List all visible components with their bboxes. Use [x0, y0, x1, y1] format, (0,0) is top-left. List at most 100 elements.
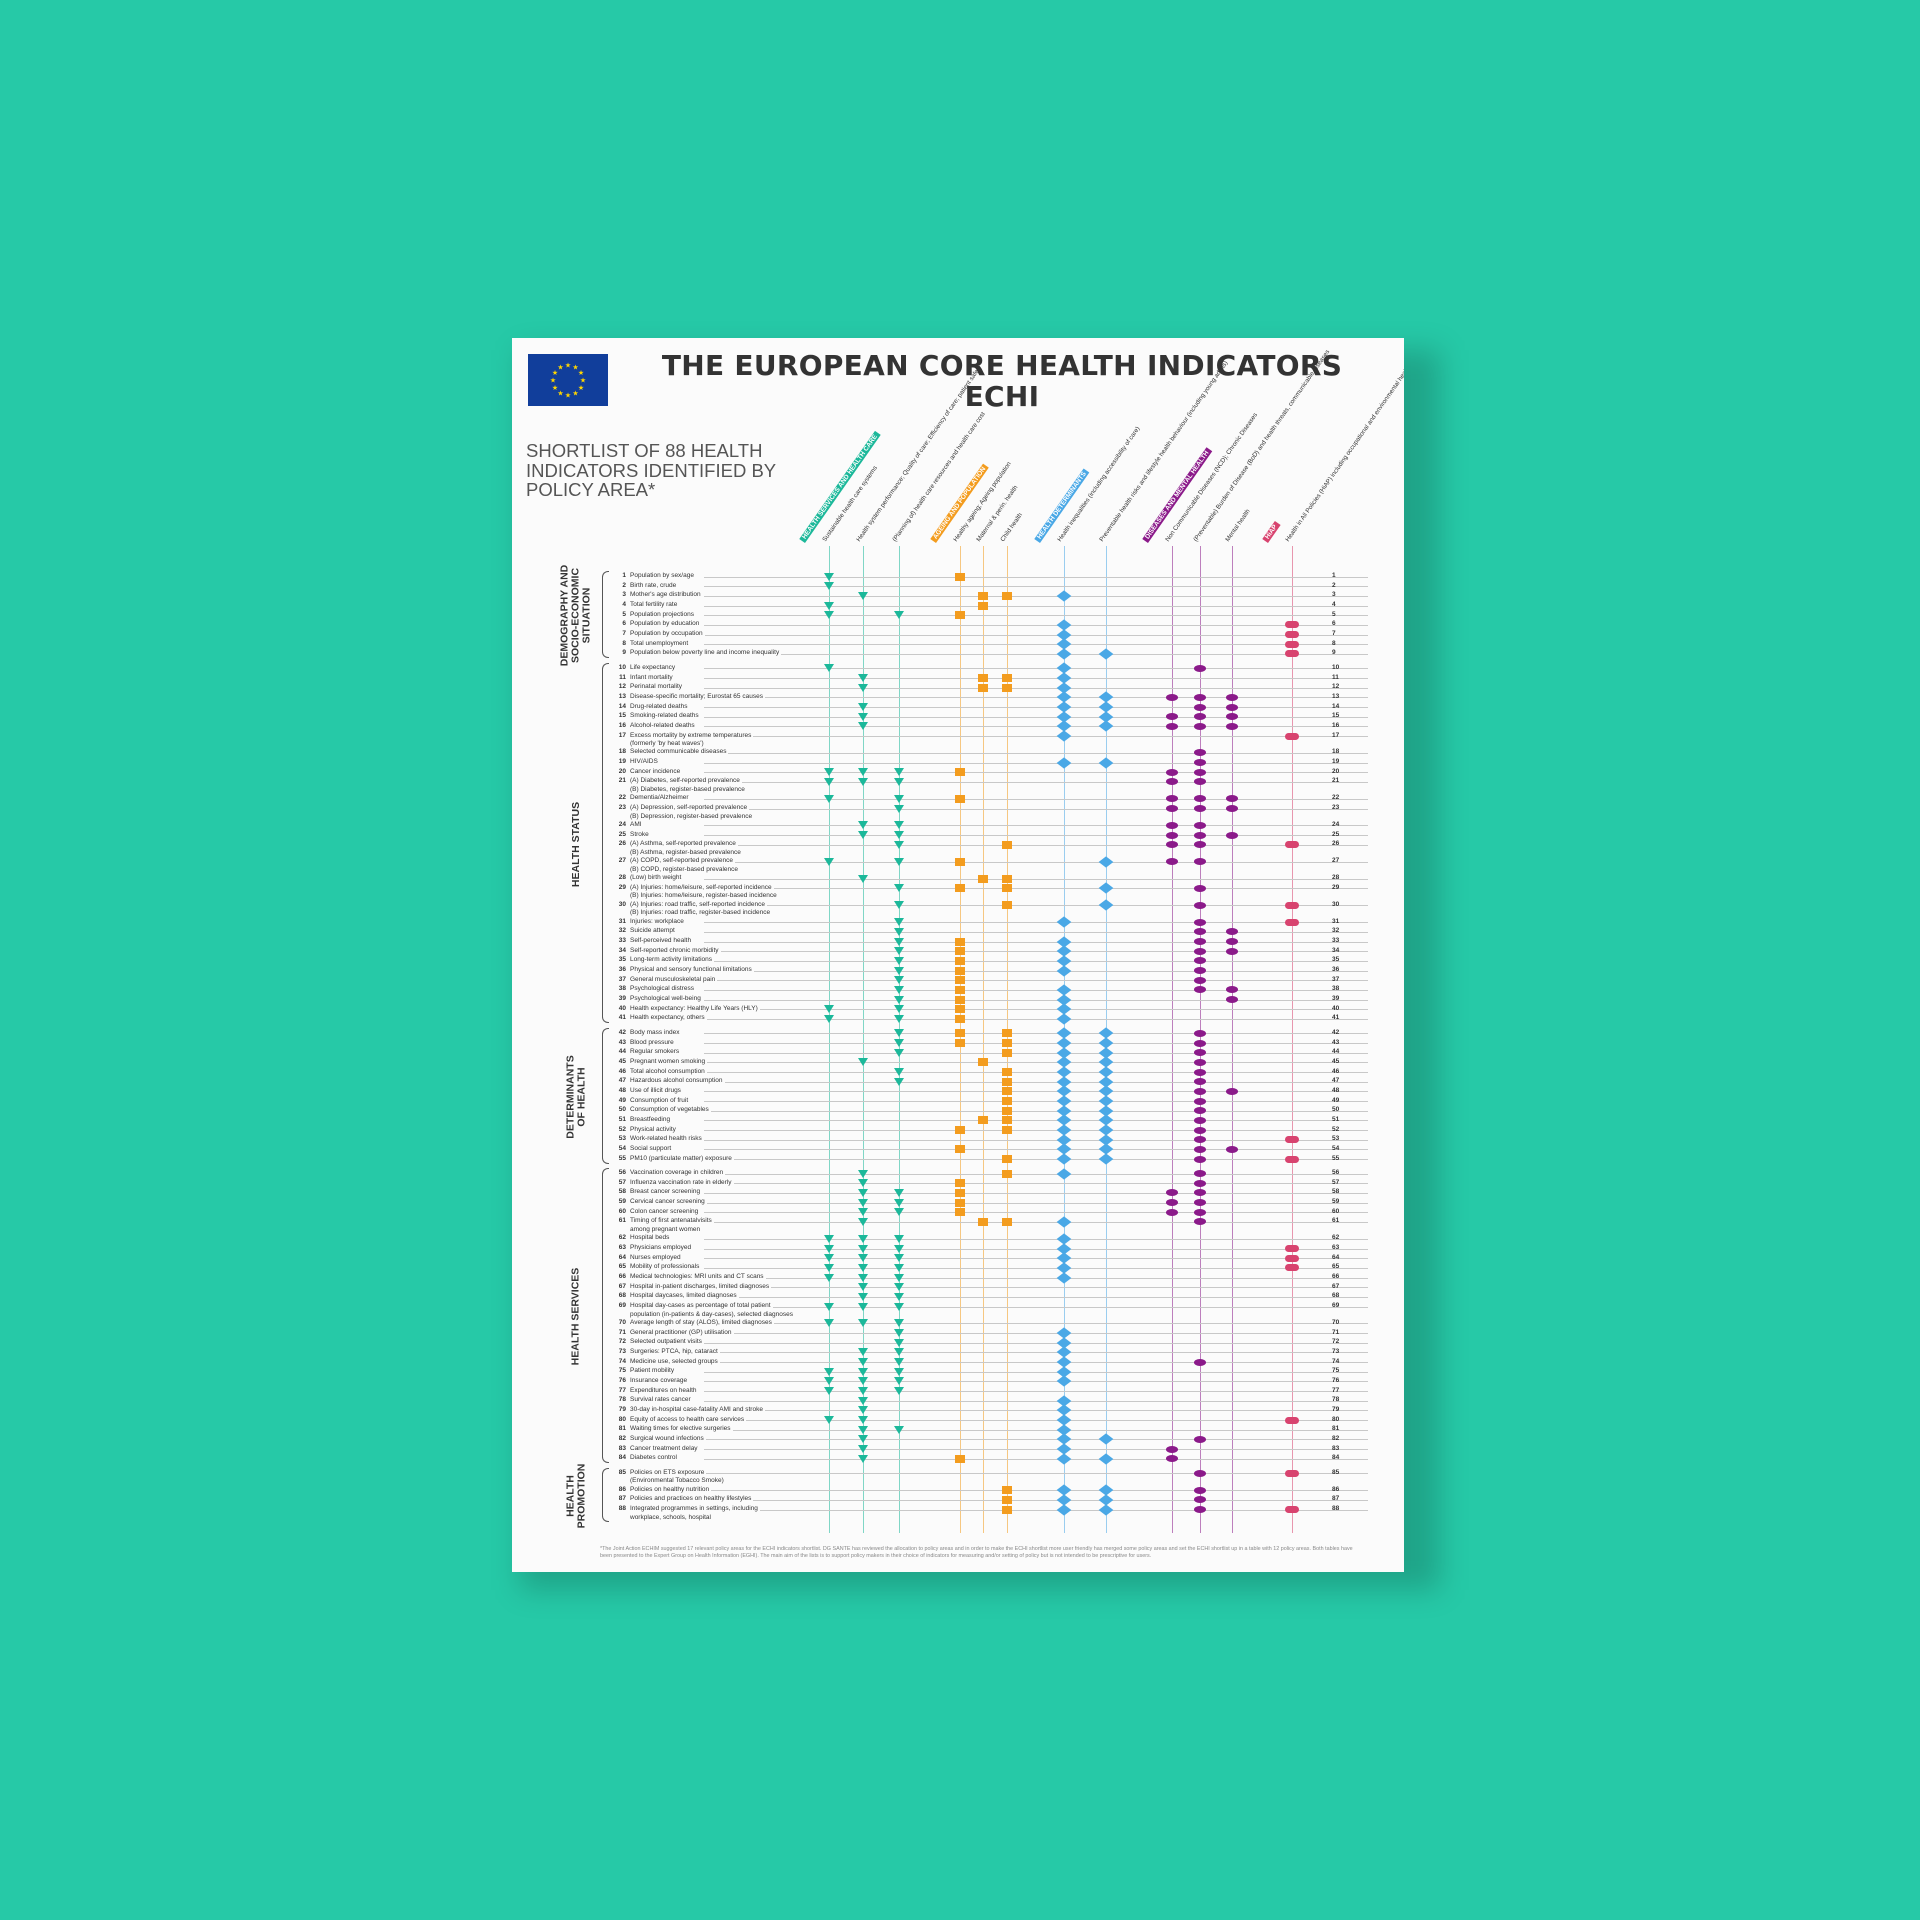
indicator-number: 16	[618, 721, 626, 729]
indicator-number-right: 83	[1332, 1444, 1340, 1452]
indicator-number-right: 71	[1332, 1328, 1340, 1336]
category-brace	[602, 662, 609, 1024]
indicator-row-line	[704, 922, 1368, 924]
triangle-marker-icon	[858, 874, 868, 883]
triangle-marker-icon	[894, 1188, 904, 1197]
indicator-number-right: 3	[1332, 591, 1336, 599]
triangle-marker-icon	[858, 703, 868, 712]
indicator-row-line	[704, 1296, 1368, 1298]
indicator-label: Infant mortality	[630, 673, 675, 681]
ellipse-marker-icon	[1194, 703, 1206, 711]
ellipse-marker-icon	[1226, 795, 1238, 803]
indicator-label: Cancer incidence	[630, 767, 683, 775]
category-label: HEALTH STATUS	[569, 801, 582, 887]
indicator-row-line	[704, 878, 1368, 880]
square-marker-icon	[1002, 874, 1012, 883]
eu-star-icon: ★	[580, 377, 586, 385]
triangle-marker-icon	[894, 1319, 904, 1328]
indicator-row-line	[704, 1062, 1368, 1064]
indicator-sublabel: workplace, schools, hospital	[630, 1513, 713, 1521]
ellipse-marker-icon	[1194, 805, 1206, 813]
square-marker-icon	[955, 611, 965, 620]
ellipse-marker-icon	[1226, 805, 1238, 813]
category-label: HEALTH SERVICES	[569, 1267, 582, 1366]
indicator-number: 72	[618, 1338, 626, 1346]
triangle-marker-icon	[824, 768, 834, 777]
category-brace	[602, 1168, 609, 1464]
indicator-number: 40	[618, 1004, 626, 1012]
pill-marker-icon	[1285, 1155, 1299, 1163]
indicator-number: 12	[618, 683, 626, 691]
indicator-label: Population projections	[630, 610, 696, 618]
triangle-marker-icon	[894, 937, 904, 946]
indicator-number-right: 37	[1332, 975, 1340, 983]
diamond-marker-icon	[1098, 882, 1114, 894]
indicator-number-right: 69	[1332, 1302, 1340, 1310]
square-marker-icon	[1002, 1077, 1012, 1086]
diamond-marker-icon	[1056, 1167, 1072, 1180]
ellipse-marker-icon	[1226, 947, 1238, 955]
indicator-label: Regular smokers	[630, 1048, 682, 1056]
triangle-marker-icon	[824, 1377, 834, 1386]
eu-stars-icon: ★ ★★★★★★★★★★★	[550, 362, 586, 400]
triangle-marker-icon	[894, 956, 904, 965]
indicator-row-line	[704, 1333, 1368, 1335]
pill-marker-icon	[1285, 1254, 1299, 1262]
pill-marker-icon	[1285, 841, 1299, 849]
indicator-number: 10	[618, 663, 626, 671]
indicator-number: 54	[618, 1144, 626, 1152]
square-marker-icon	[955, 1179, 965, 1188]
square-marker-icon	[955, 937, 965, 946]
square-marker-icon	[955, 1039, 965, 1048]
category-label: HEALTH PROMOTION	[563, 1463, 587, 1529]
indicator-label: Population by education	[630, 620, 702, 628]
indicator-number: 74	[618, 1357, 626, 1365]
indicator-number-right: 56	[1332, 1169, 1340, 1177]
indicator-number: 26	[618, 840, 626, 848]
indicator-number-right: 60	[1332, 1207, 1340, 1215]
ellipse-marker-icon	[1194, 1170, 1206, 1178]
indicator-row-line	[704, 707, 1368, 709]
indicator-sublabel: population (in-patients & day-cases), se…	[630, 1310, 795, 1318]
indicator-number: 42	[618, 1028, 626, 1036]
indicator-number: 60	[618, 1207, 626, 1215]
indicator-number: 23	[618, 804, 626, 812]
indicator-row-line	[704, 844, 1368, 846]
ellipse-marker-icon	[1194, 957, 1206, 965]
triangle-marker-icon	[894, 1338, 904, 1347]
indicator-number-right: 33	[1332, 937, 1340, 944]
footnote: *The Joint Action ECHIM suggested 17 rel…	[600, 1546, 1353, 1559]
indicator-number: 21	[618, 777, 626, 785]
indicator-number-right: 62	[1332, 1234, 1340, 1242]
ellipse-marker-icon	[1194, 722, 1206, 730]
ellipse-marker-icon	[1194, 778, 1206, 786]
indicator-number: 19	[618, 758, 626, 766]
indicator-number-right: 64	[1332, 1253, 1340, 1261]
indicator-number-right: 80	[1332, 1415, 1340, 1423]
indicator-row-line	[704, 752, 1368, 754]
square-marker-icon	[955, 768, 965, 777]
square-marker-icon	[955, 1005, 965, 1014]
triangle-marker-icon	[858, 1396, 868, 1405]
indicator-row-line	[704, 644, 1368, 646]
ellipse-marker-icon	[1166, 1455, 1178, 1463]
indicator-number: 13	[618, 692, 626, 700]
eu-star-icon: ★	[578, 384, 584, 392]
title-line-2: ECHI	[964, 380, 1040, 413]
indicator-row-line	[704, 716, 1368, 718]
ellipse-marker-icon	[1194, 976, 1206, 984]
indicator-number-right: 21	[1332, 777, 1340, 785]
ellipse-marker-icon	[1226, 928, 1238, 936]
triangle-marker-icon	[894, 1039, 904, 1048]
indicator-row-line	[704, 781, 1368, 783]
indicator-row-line	[704, 1458, 1368, 1460]
indicator-number-right: 51	[1332, 1115, 1340, 1123]
ellipse-marker-icon	[1166, 1208, 1178, 1216]
indicator-label: Average length of stay (ALOS), limited d…	[630, 1318, 774, 1326]
triangle-marker-icon	[894, 1329, 904, 1338]
triangle-marker-icon	[858, 1358, 868, 1367]
indicator-row-line	[704, 1420, 1368, 1422]
indicator-number-right: 30	[1332, 900, 1340, 908]
ellipse-marker-icon	[1194, 1087, 1206, 1095]
triangle-marker-icon	[858, 1292, 868, 1301]
